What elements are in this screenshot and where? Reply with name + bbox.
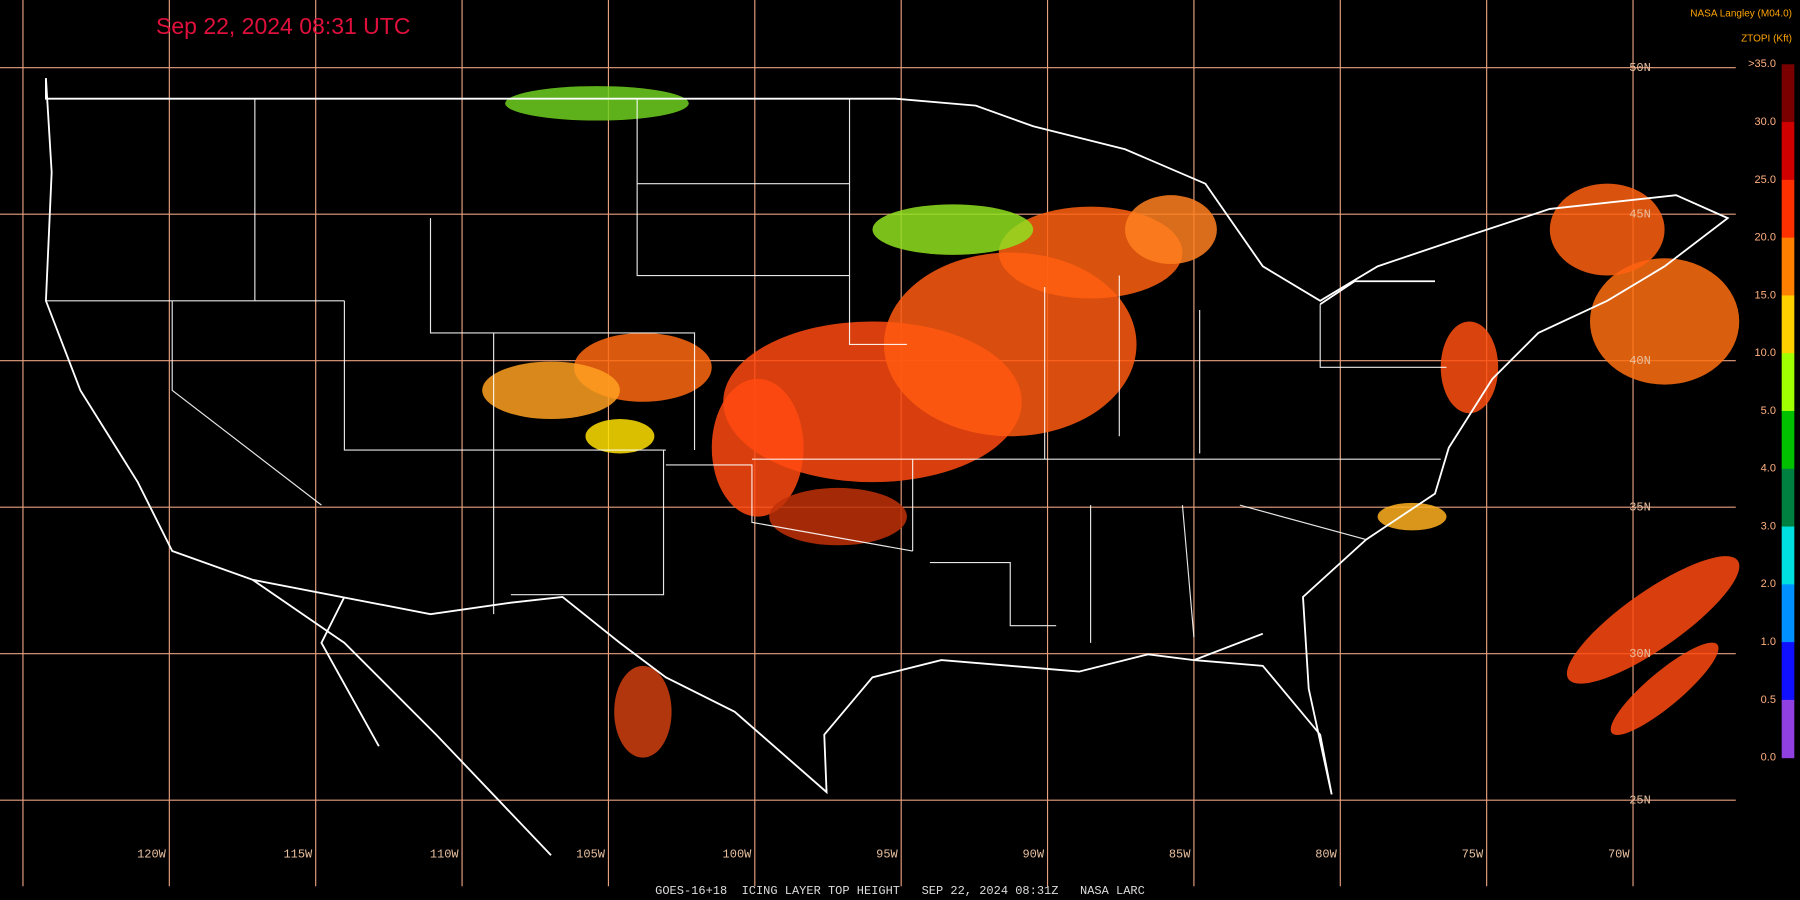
colorbar-label: 5.0	[1761, 405, 1776, 417]
colorbar-segment	[1781, 64, 1795, 123]
colorbar-segment	[1781, 526, 1795, 585]
colorbar-segment	[1781, 699, 1795, 759]
colorbar-label: 15.0	[1755, 289, 1776, 301]
latitude-label: 45N	[1629, 207, 1651, 221]
colorbar-segment	[1781, 642, 1795, 701]
map-layer	[0, 0, 1740, 887]
longitude-label: 85W	[1169, 847, 1191, 861]
colorbar-segment	[1781, 179, 1795, 239]
coastlines	[44, 78, 1730, 856]
longitude-label: 70W	[1608, 847, 1630, 861]
latitude-label: 40N	[1629, 354, 1651, 368]
colorbar-label: 30.0	[1755, 116, 1776, 128]
colorbar-label: 0.0	[1761, 752, 1776, 764]
colorbar-segment	[1781, 584, 1795, 643]
longitude-label: 90W	[1022, 847, 1044, 861]
colorbar-title: ZTOPI (Kft)	[1741, 34, 1792, 45]
longitude-label: 110W	[430, 847, 460, 861]
colorbar-label: 10.0	[1755, 347, 1776, 359]
colorbar-segment	[1781, 122, 1795, 181]
colorbar-label: 3.0	[1761, 520, 1776, 532]
footer: GOES-16+18 ICING LAYER TOP HEIGHT SEP 22…	[655, 884, 1145, 898]
latitude-label: 30N	[1629, 647, 1651, 661]
latitude-label: 25N	[1629, 793, 1651, 807]
cloud-field	[482, 86, 1740, 758]
colorbar-label: 0.5	[1761, 694, 1776, 706]
latitude-label: 50N	[1629, 61, 1651, 75]
colorbar-segment	[1781, 237, 1795, 296]
colorbar-segment	[1781, 295, 1795, 354]
colorbar-label: 25.0	[1755, 174, 1776, 186]
longitude-label: 95W	[876, 847, 898, 861]
longitude-label: 120W	[137, 847, 167, 861]
longitude-label: 115W	[283, 847, 313, 861]
colorbar-segment	[1781, 353, 1795, 412]
colorbar-label: 2.0	[1761, 578, 1776, 590]
colorbar-segment	[1781, 410, 1795, 470]
colorbar-label: 4.0	[1761, 463, 1776, 475]
colorbar-label: 20.0	[1755, 232, 1776, 244]
latitude-label: 35N	[1629, 500, 1651, 514]
colorbar-segment	[1781, 468, 1795, 528]
colorbar-label: 1.0	[1761, 636, 1776, 648]
longitude-label: 105W	[576, 847, 606, 861]
colorbar-label: >35.0	[1748, 58, 1776, 70]
longitude-label: 80W	[1315, 847, 1337, 861]
longitude-label: 75W	[1462, 847, 1484, 861]
source-label: NASA Langley (M04.0)	[1690, 9, 1792, 20]
map-title: Sep 22, 2024 08:31 UTC	[156, 13, 410, 39]
longitude-label: 100W	[723, 847, 753, 861]
state-borders	[45, 98, 1447, 643]
